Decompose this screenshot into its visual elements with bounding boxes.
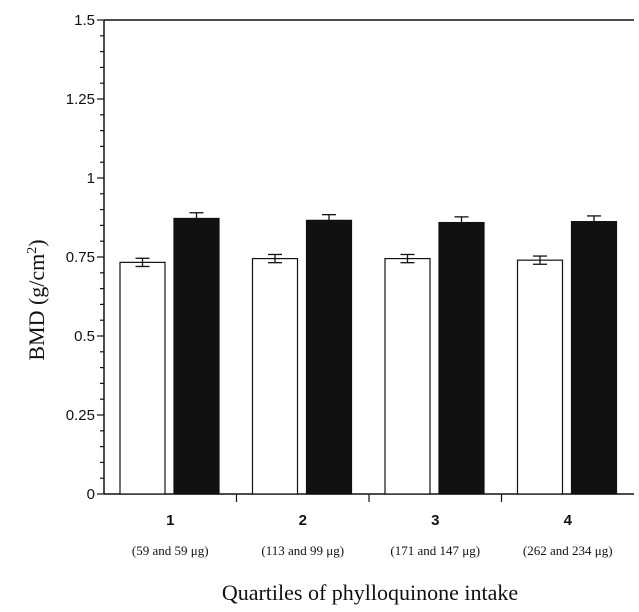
bars: [119, 212, 618, 495]
bar: [384, 257, 431, 495]
y-tick-label: 0: [87, 486, 95, 503]
bar: [438, 221, 485, 495]
y-tick-label: 1.5: [74, 12, 95, 29]
x-category-label: 4: [564, 512, 573, 529]
y-tick-label: 1.25: [66, 91, 95, 108]
y-tick-label: 0.5: [74, 328, 95, 345]
x-axis-title: Quartiles of phylloquinone intake: [222, 580, 518, 605]
x-category-label: 3: [431, 512, 439, 529]
x-category-label: 1: [166, 512, 174, 529]
y-tick-label: 0.25: [66, 407, 95, 424]
y-tick-label: 0.75: [66, 249, 95, 266]
bar: [305, 219, 353, 495]
y-axis-title-main: BMD (g/cm: [24, 254, 49, 361]
x-category-sublabel: (59 and 59 μg): [132, 543, 209, 558]
x-category-sublabel: (171 and 147 μg): [390, 543, 480, 558]
x-labels: 1 (59 and 59 μg) 2 (113 and 99 μg) 3 (171 and…: [132, 494, 613, 558]
x-category-sublabel: (262 and 234 μg): [523, 543, 613, 558]
y-ticks: 0 0.25 0.5 0.75 1 1.25 1.5: [66, 12, 104, 503]
y-axis-title-close: ): [24, 239, 49, 246]
bar: [516, 259, 564, 495]
y-tick-label: 1: [87, 170, 95, 187]
bar: [570, 221, 618, 495]
bar: [173, 217, 220, 495]
y-axis-title: BMD (g/cm2): [24, 239, 49, 360]
x-category-label: 2: [299, 512, 307, 529]
y-axis-title-superscript: 2: [25, 247, 40, 254]
bar: [119, 261, 166, 495]
x-category-sublabel: (113 and 99 μg): [261, 543, 344, 558]
bar: [251, 257, 299, 495]
